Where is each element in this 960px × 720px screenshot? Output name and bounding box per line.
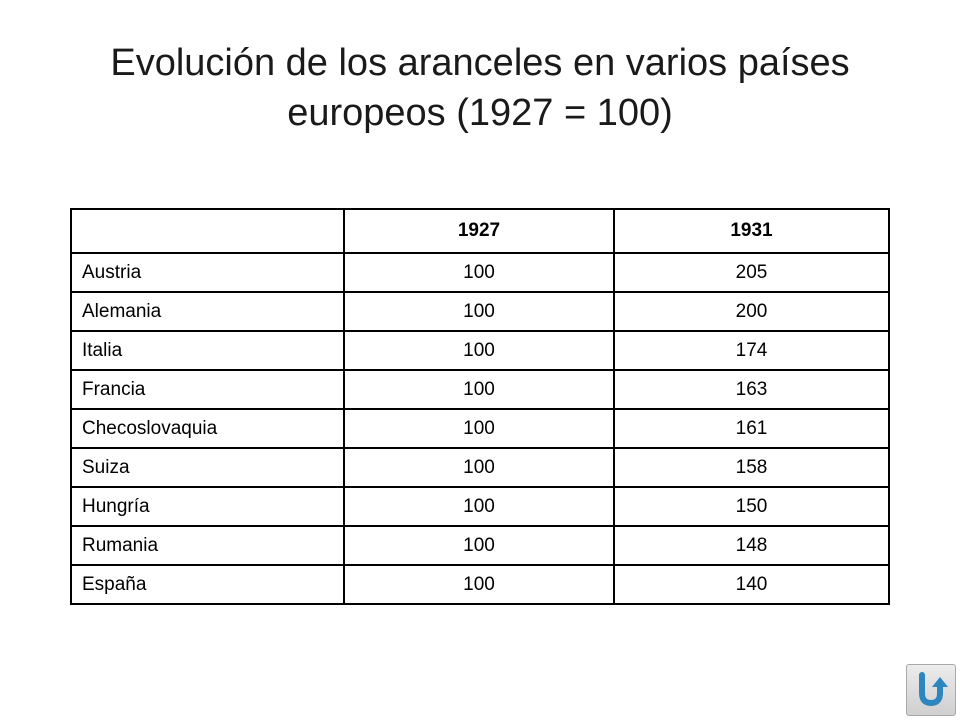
table-row: Rumania 100 148 <box>70 525 890 566</box>
country-cell: Italia <box>70 330 345 371</box>
country-cell: Hungría <box>70 486 345 527</box>
table-row: Checoslovaquia 100 161 <box>70 408 890 449</box>
value-1927-cell: 100 <box>343 447 615 488</box>
country-cell: Suiza <box>70 447 345 488</box>
table-row: Hungría 100 150 <box>70 486 890 527</box>
table-row: Austria 100 205 <box>70 252 890 293</box>
country-cell: España <box>70 564 345 605</box>
value-1931-cell: 163 <box>613 369 890 410</box>
value-1927-cell: 100 <box>343 564 615 605</box>
table-row: Italia 100 174 <box>70 330 890 371</box>
value-1931-cell: 150 <box>613 486 890 527</box>
value-1927-cell: 100 <box>343 369 615 410</box>
return-button[interactable] <box>906 664 956 716</box>
table-row: Suiza 100 158 <box>70 447 890 488</box>
value-1931-cell: 174 <box>613 330 890 371</box>
country-cell: Austria <box>70 252 345 293</box>
country-cell: Rumania <box>70 525 345 566</box>
value-1927-cell: 100 <box>343 291 615 332</box>
value-1931-cell: 200 <box>613 291 890 332</box>
header-1927: 1927 <box>343 208 615 254</box>
value-1931-cell: 140 <box>613 564 890 605</box>
slide-title: Evolución de los aranceles en varios paí… <box>110 42 850 134</box>
value-1931-cell: 158 <box>613 447 890 488</box>
header-country <box>70 208 345 254</box>
value-1927-cell: 100 <box>343 525 615 566</box>
table-row: España 100 140 <box>70 564 890 605</box>
value-1927-cell: 100 <box>343 408 615 449</box>
table-row: Alemania 100 200 <box>70 291 890 332</box>
country-cell: Francia <box>70 369 345 410</box>
country-cell: Checoslovaquia <box>70 408 345 449</box>
table-row: Francia 100 163 <box>70 369 890 410</box>
value-1931-cell: 161 <box>613 408 890 449</box>
country-cell: Alemania <box>70 291 345 332</box>
value-1927-cell: 100 <box>343 252 615 293</box>
tariff-table: 1927 1931 Austria 100 205 Alemania 100 2… <box>70 208 890 605</box>
value-1927-cell: 100 <box>343 486 615 527</box>
return-arrow-icon <box>919 672 948 707</box>
table-header-row: 1927 1931 <box>70 208 890 254</box>
value-1931-cell: 205 <box>613 252 890 293</box>
value-1931-cell: 148 <box>613 525 890 566</box>
header-1931: 1931 <box>613 208 890 254</box>
value-1927-cell: 100 <box>343 330 615 371</box>
